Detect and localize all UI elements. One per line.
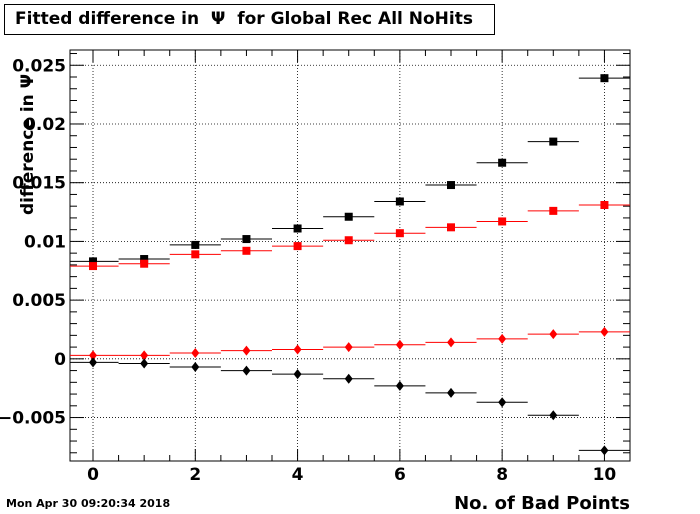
data-point [447, 181, 456, 190]
data-point [447, 223, 456, 232]
data-point [344, 236, 353, 245]
data-point [140, 255, 149, 264]
data-point [140, 358, 149, 369]
data-point [344, 373, 353, 384]
x-tick-label: 8 [496, 465, 508, 485]
x-axis-label: No. of Bad Points [454, 493, 630, 514]
data-point [344, 342, 353, 353]
y-tick-label: 0.02 [24, 115, 66, 135]
data-point [242, 345, 251, 356]
data-point [395, 339, 404, 350]
data-point [89, 257, 98, 266]
data-point [344, 212, 353, 221]
y-tick-label: 0.01 [24, 232, 66, 252]
data-point [395, 197, 404, 206]
data-point [447, 387, 456, 398]
data-point [242, 235, 251, 244]
series-4 [70, 357, 630, 456]
x-tick-label: 4 [292, 465, 304, 485]
data-point [293, 369, 302, 380]
data-point [242, 246, 251, 255]
data-point [140, 350, 149, 361]
data-point [600, 326, 609, 337]
timestamp: Mon Apr 30 09:20:34 2018 [6, 497, 171, 510]
data-point [89, 262, 98, 271]
y-tick-label: 0.005 [12, 291, 66, 311]
data-point [600, 201, 609, 210]
data-point [191, 250, 200, 259]
series-3 [70, 326, 630, 361]
data-point [498, 158, 507, 167]
data-point [498, 217, 507, 226]
y-tick-label: 0.015 [12, 174, 66, 194]
data-point [498, 333, 507, 344]
data-point [600, 445, 609, 456]
data-point [191, 362, 200, 373]
data-point [191, 240, 200, 249]
data-point [549, 206, 558, 215]
data-point [395, 380, 404, 391]
chart-title: Fitted difference in Ψ for Global Rec Al… [4, 4, 495, 35]
data-point [293, 224, 302, 233]
y-tick-label: −0.005 [0, 409, 66, 429]
data-point [447, 337, 456, 348]
x-tick-label: 10 [593, 465, 617, 485]
data-point [191, 347, 200, 358]
data-point [242, 365, 251, 376]
data-point [140, 259, 149, 268]
x-tick-label: 6 [394, 465, 406, 485]
x-tick-label: 2 [189, 465, 201, 485]
data-point [89, 357, 98, 368]
data-layer [70, 74, 630, 456]
series-1 [70, 74, 630, 266]
axes: 0 2 4 6 8 10 −0.005 0 0.005 0.01 0.015 0.02 0.025 [0, 50, 630, 485]
x-tick-label: 0 [87, 465, 99, 485]
data-point [293, 344, 302, 355]
data-point [395, 229, 404, 238]
y-tick-label: 0 [54, 350, 66, 370]
data-point [549, 137, 558, 146]
data-point [549, 329, 558, 340]
grid [70, 50, 630, 461]
plot-frame [69, 49, 631, 462]
data-point [498, 397, 507, 408]
series-2 [70, 201, 630, 271]
data-point [549, 410, 558, 421]
y-axis-label: difference in Ψ [18, 74, 38, 215]
data-point [89, 350, 98, 361]
data-point [600, 74, 609, 83]
data-point [293, 242, 302, 251]
y-tick-label: 0.025 [12, 56, 66, 76]
